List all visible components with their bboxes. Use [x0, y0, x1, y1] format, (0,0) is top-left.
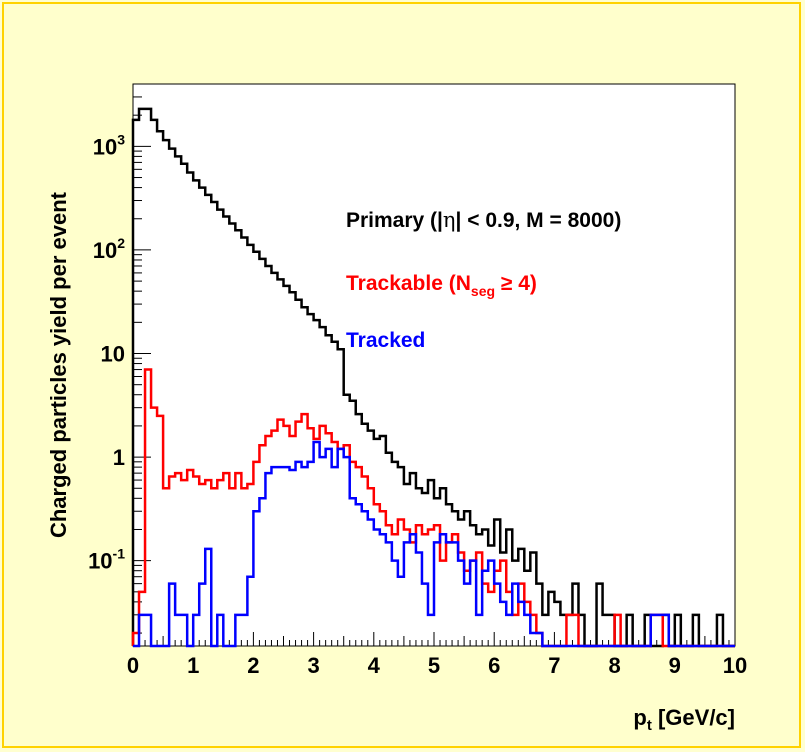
x-tick-label: 10 [723, 653, 747, 678]
x-tick-label: 4 [368, 653, 381, 678]
y-tick-label: 103 [93, 131, 125, 159]
legend-primary: Primary (|η| < 0.9, M = 8000) [346, 208, 621, 232]
x-axis-label-main: p [633, 705, 646, 730]
x-tick-label: 6 [488, 653, 500, 678]
x-tick-label: 1 [187, 653, 199, 678]
pt-spectrum-chart: 0 1 2 3 4 5 6 7 8 9 10 10-1 1 10 102 103 Charged partic… [46, 83, 747, 734]
x-tick-label: 5 [428, 653, 440, 678]
legend-primary-post: | < 0.9, M = 8000) [456, 209, 622, 232]
x-tick-label: 8 [608, 653, 620, 678]
y-tick-label: 10 [101, 342, 125, 367]
series-tracked-line [133, 440, 735, 648]
axes: 0 1 2 3 4 5 6 7 8 9 10 10-1 1 10 102 103 [88, 83, 747, 678]
legend-primary-pre: Primary (| [346, 209, 443, 232]
legend-trackable-pre: Trackable (N [346, 272, 471, 295]
legend-primary-eta: η [443, 208, 456, 232]
x-axis-label-unit: [GeV/c] [652, 705, 735, 730]
y-tick-label: 102 [93, 235, 125, 263]
x-axis-label-sub: t [647, 717, 652, 734]
legend-trackable-sub: seg [471, 283, 495, 299]
legend-trackable-post: ≥ 4) [495, 272, 537, 295]
x-tick-label: 9 [669, 653, 681, 678]
y-axis-label: Charged particles yield per event [46, 191, 71, 538]
x-tick-label: 3 [307, 653, 319, 678]
series-layer [131, 107, 735, 648]
y-tick-label: 10-1 [88, 546, 125, 574]
x-tick-label: 0 [127, 653, 139, 678]
legend-tracked: Tracked [346, 329, 425, 352]
legend-trackable: Trackable (Nseg ≥ 4) [346, 272, 537, 299]
y-tick-label: 1 [113, 445, 125, 470]
x-tick-label: 7 [548, 653, 560, 678]
x-axis-label: pt [GeV/c] [633, 705, 735, 734]
x-tick-label: 2 [247, 653, 259, 678]
